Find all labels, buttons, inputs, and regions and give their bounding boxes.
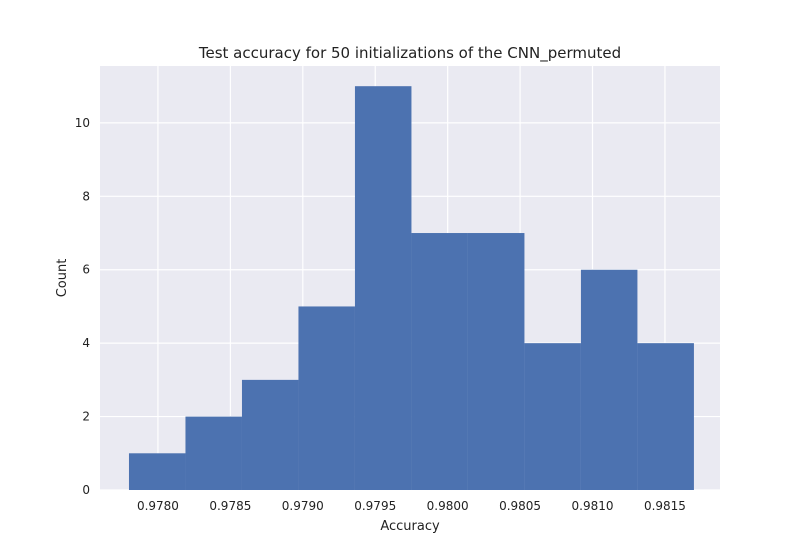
x-tick-label: 0.9805 <box>499 499 541 513</box>
x-tick-label: 0.9790 <box>282 499 324 513</box>
histogram-bar <box>128 453 186 490</box>
y-tick-label: 6 <box>82 263 90 277</box>
x-tick-label: 0.9810 <box>572 499 614 513</box>
histogram-bar <box>241 379 299 490</box>
chart-title: Test accuracy for 50 initializations of … <box>198 44 621 63</box>
x-tick-label: 0.9815 <box>644 499 686 513</box>
histogram-bar <box>411 233 468 490</box>
x-tick-label: 0.9780 <box>137 499 179 513</box>
histogram-bar <box>185 416 242 490</box>
x-tick-label: 0.9800 <box>427 499 469 513</box>
histogram-bar <box>354 86 412 490</box>
y-tick-label: 2 <box>82 410 90 424</box>
histogram-bar <box>524 343 581 490</box>
y-tick-label: 8 <box>82 189 90 203</box>
histogram-bar <box>580 269 638 490</box>
y-tick-label: 10 <box>75 116 90 130</box>
x-axis-label: Accuracy <box>380 519 440 534</box>
y-tick-label: 4 <box>82 336 90 350</box>
x-axis-ticks: 0.9780 0.9785 0.9790 0.9795 0.9800 0.9805 0.98… <box>137 499 686 513</box>
histogram-bar <box>637 343 694 490</box>
histogram-bar <box>298 306 355 490</box>
histogram-bar <box>467 233 525 490</box>
y-axis-label: Count <box>55 259 70 298</box>
bars <box>128 86 694 490</box>
x-tick-label: 0.9795 <box>354 499 396 513</box>
y-axis-ticks: 0 2 4 6 8 10 <box>75 116 90 497</box>
x-tick-label: 0.9785 <box>209 499 251 513</box>
y-tick-label: 0 <box>82 483 90 497</box>
